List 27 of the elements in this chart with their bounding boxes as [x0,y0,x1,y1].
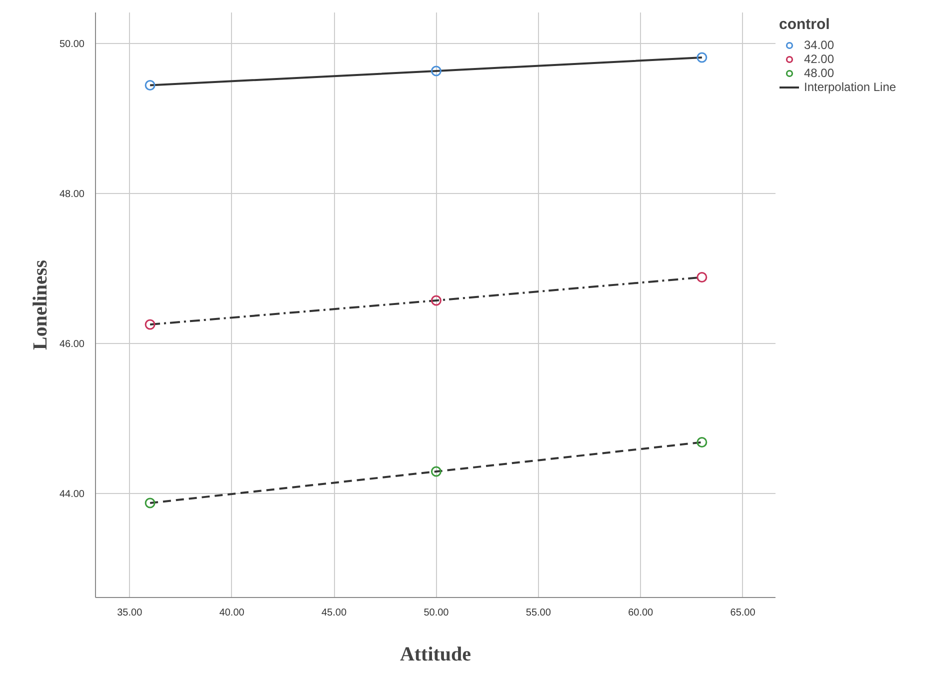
x-tick-label: 40.00 [219,608,245,618]
point [144,498,156,508]
legend-title: control [779,16,831,33]
y-tick-label: 46.00 [59,338,85,350]
legend-label: Interpolation Line [804,80,896,94]
y-tick-label: 50.00 [59,38,85,50]
x-tick-label: 35.00 [117,608,143,618]
y-tick-label: 48.00 [59,188,85,200]
point [696,272,708,282]
point [430,295,442,306]
legend-label: 34.00 [804,38,834,52]
legend-label: 42.00 [804,52,834,66]
x-tick-label: 55.00 [526,608,552,618]
x-tick-label: 65.00 [730,608,756,618]
point [696,437,708,448]
legend-label: 48.00 [804,66,834,80]
x-tick-label: 45.00 [322,608,347,618]
x-tick-label: 60.00 [628,608,654,618]
point [430,66,442,76]
y-tick-label: 44.00 [59,488,85,500]
x-axis-title: Attitude [400,644,472,666]
x-tick-label: 50.00 [424,608,450,618]
y-axis-title: Loneliness [29,260,52,350]
point [696,52,708,63]
point [144,319,156,330]
point [430,466,442,477]
point [144,80,156,90]
